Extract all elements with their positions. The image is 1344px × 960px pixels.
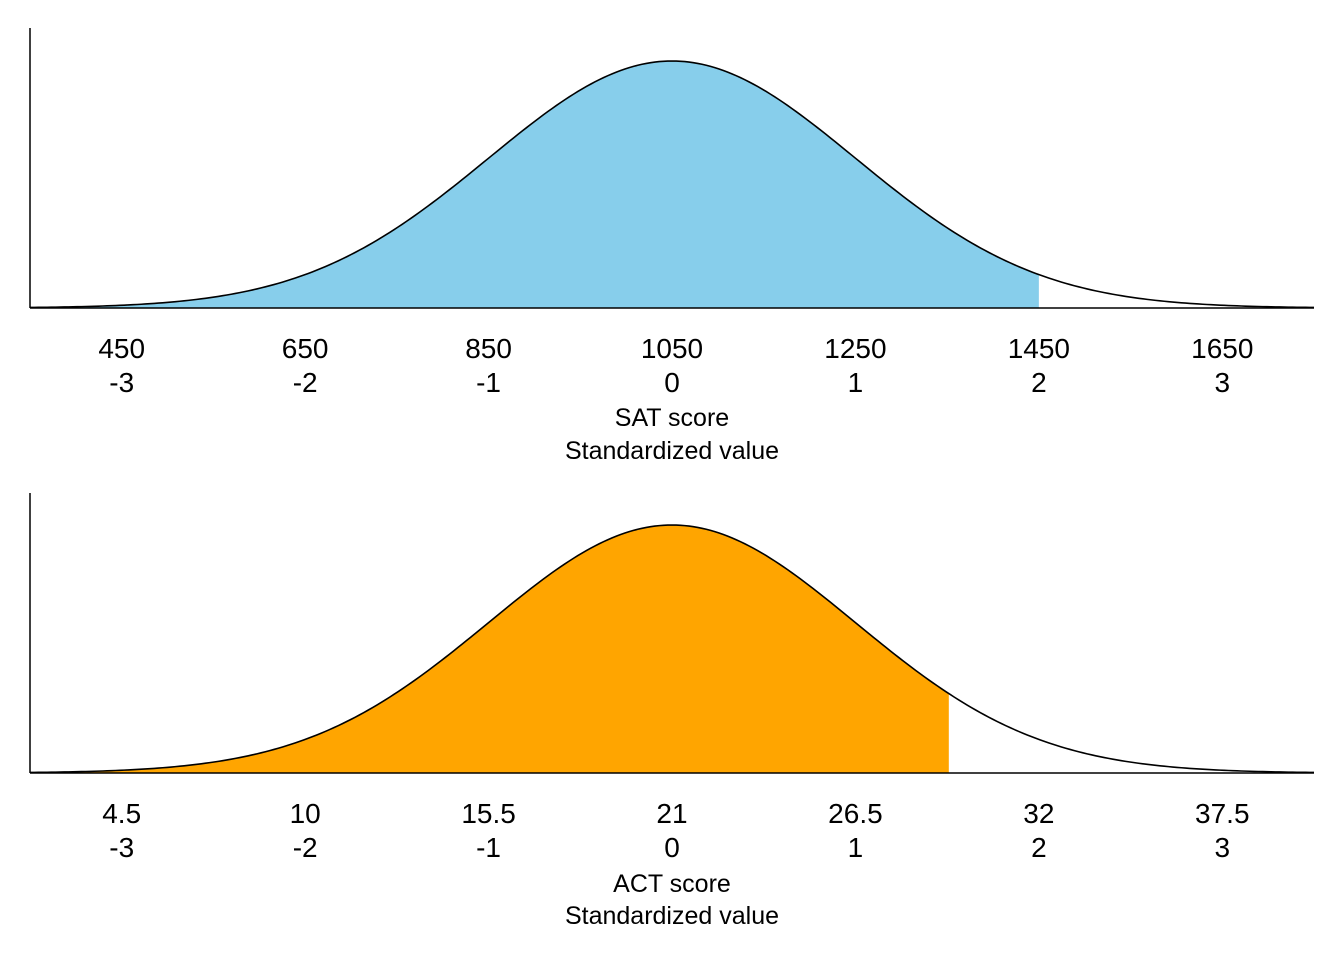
density-curve <box>29 524 1315 774</box>
z-tick-label: 2 <box>1031 367 1047 398</box>
tick-label: 37.5 <box>1195 798 1250 829</box>
x-axis-subtitle: Standardized value <box>565 902 779 930</box>
tick-label: 650 <box>282 333 329 364</box>
tick-label: 1450 <box>1008 333 1070 364</box>
tick-label: 1650 <box>1191 333 1253 364</box>
x-axis-subtitle: Standardized value <box>565 437 779 465</box>
act-panel: 4.5-3 10-2 15.5-1 210 26.51 322 37.53 ACT score… <box>29 493 1315 930</box>
tick-label: 26.5 <box>828 798 883 829</box>
shaded-area <box>30 61 1039 308</box>
density-curve <box>29 60 1315 309</box>
z-tick-label: 1 <box>848 367 864 398</box>
z-tick-label: -3 <box>109 832 134 863</box>
z-tick-label: 0 <box>664 832 680 863</box>
tick-label: 450 <box>98 333 145 364</box>
tick-label: 850 <box>465 333 512 364</box>
z-tick-label: -2 <box>293 832 318 863</box>
tick-label: 4.5 <box>102 798 141 829</box>
tick-label: 1250 <box>824 333 886 364</box>
z-tick-label: -2 <box>293 367 318 398</box>
z-tick-label: 3 <box>1214 832 1230 863</box>
z-tick-label: -1 <box>476 832 501 863</box>
tick-label: 32 <box>1023 798 1054 829</box>
z-tick-label: -3 <box>109 367 134 398</box>
tick-label: 10 <box>290 798 321 829</box>
shaded-area <box>30 525 949 773</box>
tick-label: 21 <box>656 798 687 829</box>
z-tick-label: 0 <box>664 367 680 398</box>
z-tick-label: -1 <box>476 367 501 398</box>
z-tick-label: 2 <box>1031 832 1047 863</box>
x-axis-title: ACT score <box>613 870 731 898</box>
x-axis-title: SAT score <box>615 404 729 432</box>
z-tick-label: 3 <box>1214 367 1230 398</box>
tick-label: 1050 <box>641 333 703 364</box>
tick-label: 15.5 <box>461 798 516 829</box>
z-tick-label: 1 <box>848 832 864 863</box>
